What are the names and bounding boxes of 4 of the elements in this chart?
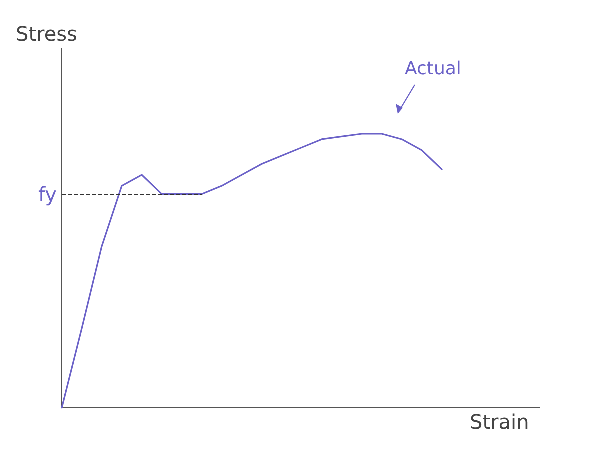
text: Actual <box>405 58 462 80</box>
y-axis-title: Stress <box>16 22 78 46</box>
ref-line-label: fy <box>38 182 58 206</box>
x-axis-title: Strain <box>470 410 530 434</box>
